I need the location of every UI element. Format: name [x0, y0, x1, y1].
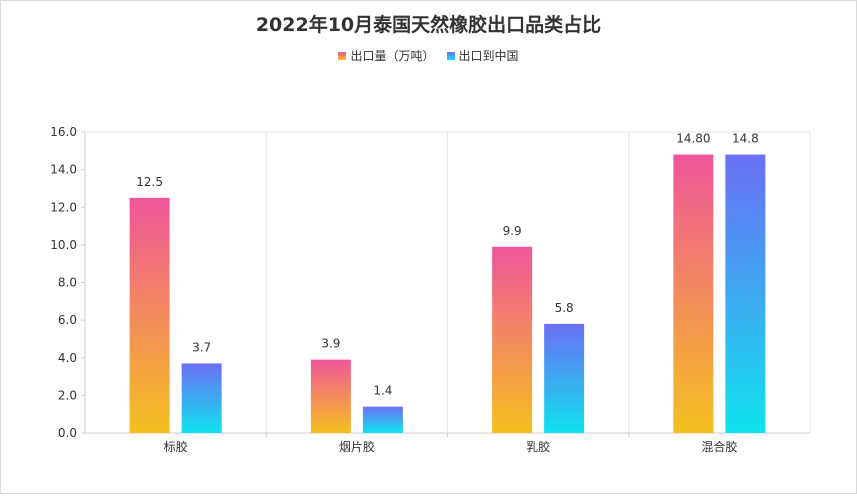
bar-series-2: [362, 406, 403, 433]
data-label-series-2: 5.8: [555, 301, 574, 315]
data-label-series-1: 12.5: [136, 175, 163, 189]
y-tick-label: 12.0: [50, 200, 77, 214]
x-tick-label: 烟片胶: [339, 439, 375, 454]
x-tick-label: 标胶: [164, 439, 188, 454]
legend-label-series-2: 出口到中国: [458, 49, 519, 63]
data-label-series-1: 3.9: [321, 337, 340, 351]
y-tick-label: 8.0: [58, 276, 77, 290]
y-tick-label: 14.0: [50, 163, 77, 177]
data-label-series-1: 9.9: [503, 224, 522, 238]
bar-series-2: [544, 323, 585, 433]
y-tick-label: 6.0: [58, 313, 77, 327]
legend-label-series-1: 出口量（万吨）: [350, 49, 435, 63]
bar-series-1: [673, 154, 714, 433]
legend-item-series-2[interactable]: 出口到中国: [446, 47, 519, 64]
data-label-series-2: 3.7: [192, 340, 211, 354]
data-label-series-1: 14.80: [676, 132, 710, 146]
bar-series-1: [129, 197, 170, 433]
data-label-series-2: 14.8: [732, 132, 759, 146]
bar-series-1: [492, 246, 533, 433]
y-tick-label: 2.0: [58, 388, 77, 402]
x-tick-label: 乳胶: [526, 439, 550, 454]
chart-title: 2022年10月泰国天然橡胶出口品类占比: [255, 14, 602, 36]
data-label-series-2: 1.4: [373, 384, 392, 398]
legend-swatch-series-2: [446, 51, 455, 60]
y-tick-label: 0.0: [58, 426, 77, 440]
legend: 出口量（万吨） 出口到中国: [0, 47, 857, 64]
y-tick-label: 4.0: [58, 351, 77, 365]
y-tick-label: 10.0: [50, 238, 77, 252]
bar-series-1: [310, 359, 351, 433]
legend-item-series-1[interactable]: 出口量（万吨）: [338, 47, 435, 64]
legend-swatch-series-1: [338, 51, 347, 60]
x-tick-label: 混合胶: [701, 439, 737, 454]
bar-series-2: [181, 363, 222, 433]
y-tick-label: 16.0: [50, 125, 77, 139]
bar-series-2: [725, 154, 766, 433]
